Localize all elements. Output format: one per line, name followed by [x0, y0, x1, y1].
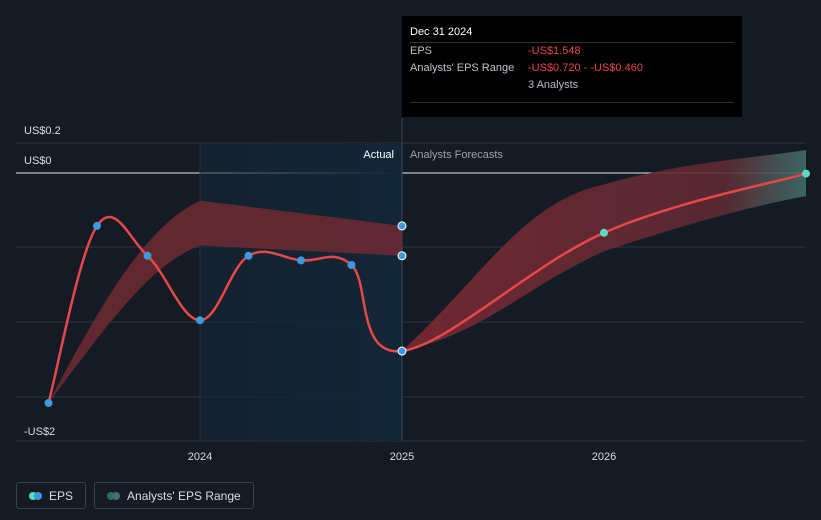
eps-point	[92, 221, 101, 230]
eps-point	[297, 256, 305, 265]
x-tick-label: 2025	[390, 451, 414, 463]
eps-chart: US$0.2 US$0 -US$2 2024 2025 2026 Actual Analyst…	[16, 118, 810, 463]
eps-point	[143, 251, 152, 260]
tooltip-range-row: Analysts' EPS Range -US$0.720 - -US$0.46…	[410, 60, 734, 77]
tooltip-eps-label: EPS	[410, 45, 433, 57]
legend-range-label: Analysts' EPS Range	[127, 488, 241, 503]
range-band-actual	[48, 200, 402, 403]
axis-labels: US$0.2 US$0 -US$2 2024 2025 2026 Actual Analyst…	[24, 125, 616, 463]
actual-label: Actual	[363, 149, 394, 161]
tooltip-range-label: Analysts' EPS Range	[410, 62, 515, 74]
tooltip-range-value: -US$0.720 - -US$0.460	[528, 62, 643, 74]
legend: EPS Analysts' EPS Range	[16, 482, 254, 509]
eps-point	[244, 251, 253, 260]
actual-region	[199, 118, 403, 441]
eps-range-band	[48, 150, 806, 403]
eps-point	[196, 316, 204, 325]
forecast-label: Analysts Forecasts	[410, 149, 503, 161]
legend-eps-range[interactable]: Analysts' EPS Range	[94, 482, 254, 509]
tooltip-eps-row: EPS -US$1.548	[410, 42, 734, 60]
legend-eps[interactable]: EPS	[16, 482, 87, 509]
tooltip: Dec 31 2024 EPS -US$1.548 Analysts' EPS …	[402, 16, 742, 117]
eps-point	[347, 261, 356, 269]
tooltip-analysts: 3 Analysts	[528, 79, 579, 91]
range-marker	[397, 251, 407, 261]
forecast-point	[600, 228, 608, 237]
y-tick-label: US$0	[24, 155, 52, 167]
range-legend-icon	[107, 491, 121, 500]
eps-point	[44, 399, 53, 407]
forecast-point	[802, 169, 810, 178]
tooltip-date: Dec 31 2024	[410, 26, 473, 38]
x-tick-label: 2026	[592, 451, 616, 463]
legend-eps-label: EPS	[49, 488, 74, 503]
eps-point	[397, 346, 407, 356]
range-marker	[397, 221, 407, 231]
tooltip-analysts-row: 3 Analysts	[410, 77, 734, 94]
eps-legend-icon	[29, 491, 43, 500]
y-tick-label: -US$2	[24, 426, 55, 438]
actual-shade	[200, 143, 402, 441]
y-tick-label: US$0.2	[24, 125, 61, 137]
eps-points	[44, 169, 810, 407]
x-tick-label: 2024	[188, 451, 212, 463]
range-band-forecast	[402, 150, 806, 352]
tooltip-eps-value: -US$1.548	[528, 45, 581, 57]
